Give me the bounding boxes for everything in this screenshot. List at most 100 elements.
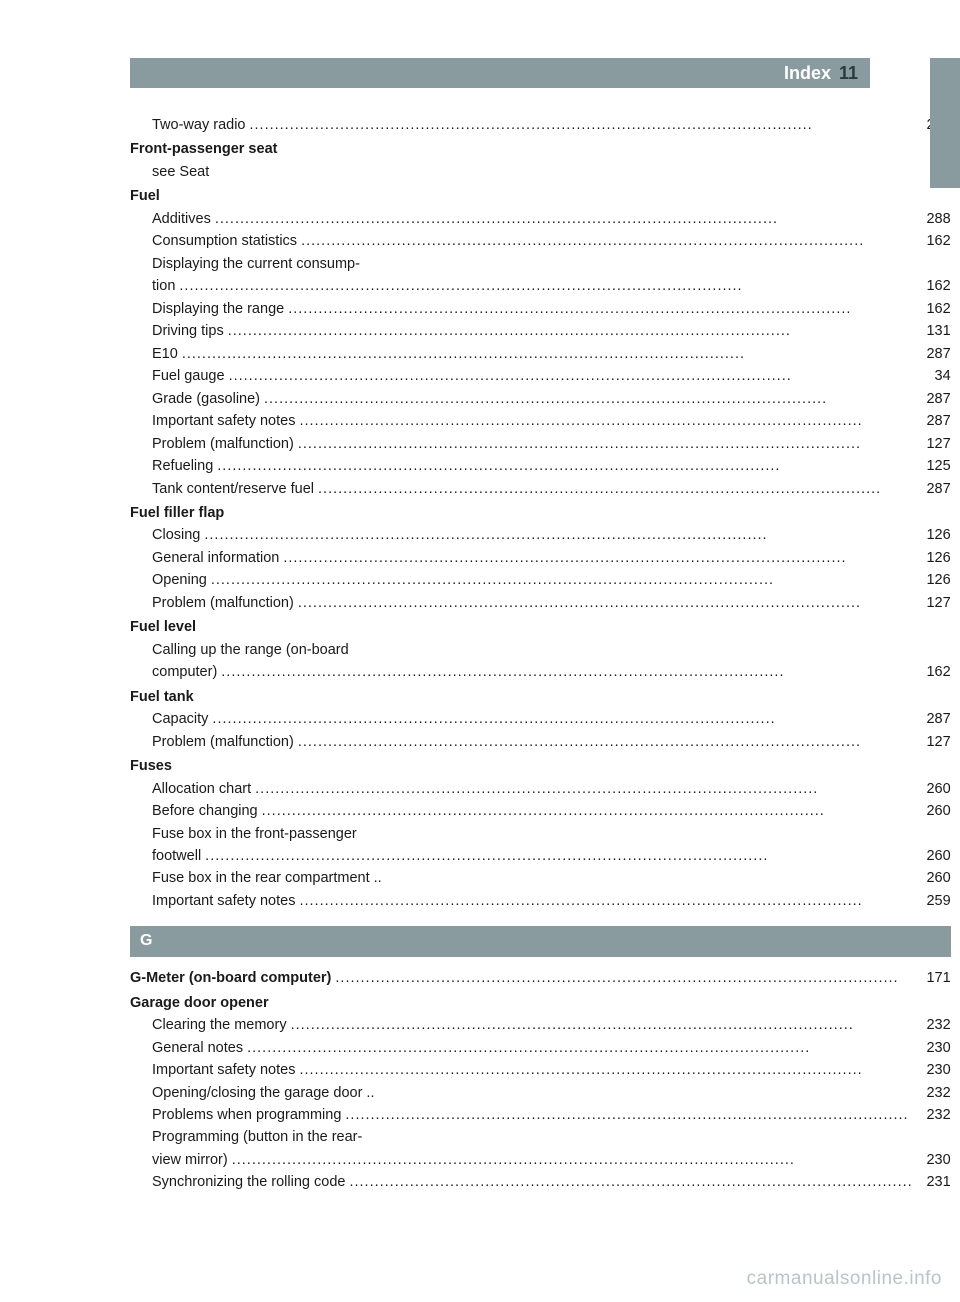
index-line: Programming (button in the rear- xyxy=(130,1126,951,1148)
index-label: E10 xyxy=(152,343,178,365)
leader-dots xyxy=(255,778,913,800)
index-label: G-Meter (on-board computer) xyxy=(130,967,331,989)
leader-dots xyxy=(299,890,912,912)
index-label: Problem (malfunction) xyxy=(152,731,294,753)
index-label: General information xyxy=(152,547,279,569)
index-label: Displaying the range xyxy=(152,298,284,320)
page-number: 230 xyxy=(917,1059,951,1081)
index-label: view mirror) xyxy=(152,1149,228,1171)
page-number: 34 xyxy=(917,365,951,387)
header-title: Index xyxy=(784,63,831,84)
page-number: 127 xyxy=(917,731,951,753)
leader-dots xyxy=(288,298,912,320)
index-entry: Important safety notes 287 xyxy=(130,410,951,432)
page-number: 125 xyxy=(917,455,951,477)
index-label: Fuse box in the front-passenger xyxy=(152,823,357,845)
leader-dots xyxy=(217,455,912,477)
leader-dots xyxy=(264,388,913,410)
page-number: 127 xyxy=(917,592,951,614)
leader-dots xyxy=(298,592,913,614)
page-number: 288 xyxy=(917,208,951,230)
index-entry: Before changing 260 xyxy=(130,800,951,822)
index-entry: footwell 260 xyxy=(130,845,951,867)
index-heading: Fuses xyxy=(130,755,951,777)
index-label: Calling up the range (on-board xyxy=(152,639,349,661)
page-number: 287 xyxy=(917,478,951,500)
letter-bar: G xyxy=(130,926,951,957)
index-heading: Fuel tank xyxy=(130,686,951,708)
index-heading: Front-passenger seat xyxy=(130,138,951,160)
leader-dots xyxy=(301,230,913,252)
leader-dots xyxy=(221,661,912,683)
index-label: Problem (malfunction) xyxy=(152,592,294,614)
index-line: Calling up the range (on-board xyxy=(130,639,951,661)
page-number: 287 xyxy=(917,708,951,730)
leader-dots xyxy=(229,365,913,387)
index-label: Driving tips xyxy=(152,320,224,342)
index-label: Tank content/reserve fuel xyxy=(152,478,314,500)
leader-dots xyxy=(291,1014,913,1036)
leader-dots xyxy=(228,320,913,342)
index-label: Important safety notes xyxy=(152,1059,295,1081)
page-number: 287 xyxy=(917,410,951,432)
index-entry: G-Meter (on-board computer) 171 xyxy=(130,967,951,989)
index-label: Problems when programming xyxy=(152,1104,341,1126)
index-entry: computer) 162 xyxy=(130,661,951,683)
page-number: 287 xyxy=(917,388,951,410)
index-entry: Fuel gauge 34 xyxy=(130,365,951,387)
index-entry: Important safety notes 230 xyxy=(130,1059,951,1081)
side-tab xyxy=(930,58,960,188)
leader-dots xyxy=(335,967,912,989)
index-label: Closing xyxy=(152,524,200,546)
index-entry: Driving tips 131 xyxy=(130,320,951,342)
index-label: tion xyxy=(152,275,175,297)
index-entry: Capacity 287 xyxy=(130,708,951,730)
page-number: 232 xyxy=(917,1082,951,1104)
page-number: 171 xyxy=(917,967,951,989)
index-page: Index 11 Two-way radio 285Front-passenge… xyxy=(0,0,960,1302)
leader-dots xyxy=(247,1037,913,1059)
leader-dots xyxy=(179,275,912,297)
index-label: Programming (button in the rear- xyxy=(152,1126,362,1148)
index-entry: Tank content/reserve fuel 287 xyxy=(130,478,951,500)
index-entry: E10 287 xyxy=(130,343,951,365)
leader-dots xyxy=(182,343,913,365)
leader-dots xyxy=(205,845,912,867)
leader-dots xyxy=(249,114,912,136)
page-number: 162 xyxy=(917,661,951,683)
leader-dots xyxy=(349,1171,912,1193)
header-page-number: 11 xyxy=(839,63,858,84)
index-label: Grade (gasoline) xyxy=(152,388,260,410)
index-label: Fuel gauge xyxy=(152,365,225,387)
index-label: Fuse box in the rear compartment .. xyxy=(152,867,382,889)
page-number: 260 xyxy=(917,778,951,800)
page-number: 259 xyxy=(917,890,951,912)
page-number: 231 xyxy=(917,1171,951,1193)
page-number: 162 xyxy=(917,230,951,252)
leader-dots xyxy=(345,1104,912,1126)
index-label: Opening xyxy=(152,569,207,591)
index-entry: Displaying the range 162 xyxy=(130,298,951,320)
left-column: Two-way radio 285Front-passenger seatsee… xyxy=(130,114,951,1202)
page-number: 287 xyxy=(917,343,951,365)
page-number: 230 xyxy=(917,1037,951,1059)
page-number: 126 xyxy=(917,569,951,591)
page-number: 230 xyxy=(917,1149,951,1171)
page-number: 131 xyxy=(917,320,951,342)
leader-dots xyxy=(232,1149,913,1171)
page-number: 162 xyxy=(917,298,951,320)
index-line: Fuse box in the front-passenger xyxy=(130,823,951,845)
index-label: footwell xyxy=(152,845,201,867)
leader-dots xyxy=(262,800,913,822)
index-label: Refueling xyxy=(152,455,213,477)
page-number: 232 xyxy=(917,1104,951,1126)
index-entry: Problem (malfunction) 127 xyxy=(130,592,951,614)
index-label: Allocation chart xyxy=(152,778,251,800)
index-entry: Opening/closing the garage door .. 232 xyxy=(130,1082,951,1104)
leader-dots xyxy=(298,433,913,455)
index-entry: Refueling 125 xyxy=(130,455,951,477)
index-entry: Two-way radio 285 xyxy=(130,114,951,136)
index-label: Important safety notes xyxy=(152,410,295,432)
index-line: Displaying the current consump- xyxy=(130,253,951,275)
index-entry: Synchronizing the rolling code 231 xyxy=(130,1171,951,1193)
